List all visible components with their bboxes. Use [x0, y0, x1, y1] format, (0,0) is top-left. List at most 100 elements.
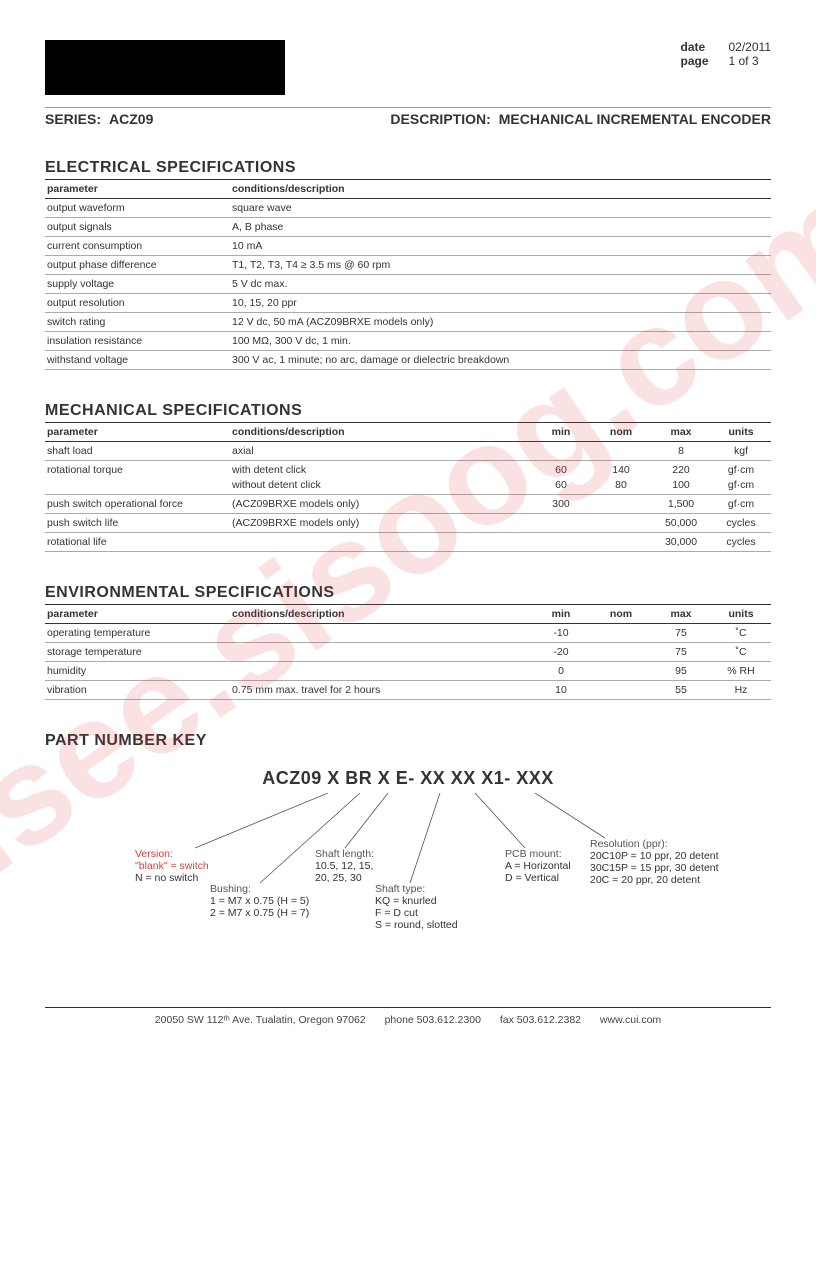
cell-max: 100 [651, 476, 711, 495]
callout-bushing: Bushing: 1 = M7 x 0.75 (H = 5) 2 = M7 x … [210, 883, 309, 919]
callout-res-l1: 20C10P = 10 ppr, 20 detent [590, 850, 719, 862]
cell-min: 0 [531, 662, 591, 681]
cell-parameter: supply voltage [45, 275, 230, 294]
col-max: max [651, 605, 711, 624]
cell-parameter: rotational torque [45, 461, 230, 477]
col-parameter: parameter [45, 180, 230, 199]
cell-condition: 300 V ac, 1 minute; no arc, damage or di… [230, 351, 771, 370]
cell-nom [591, 624, 651, 643]
cell-nom [591, 514, 651, 533]
cell-nom [591, 533, 651, 552]
table-row: humidity095% RH [45, 662, 771, 681]
partnumber-diagram: Version: "blank" = switch N = no switch … [45, 793, 771, 973]
cell-parameter: rotational life [45, 533, 230, 552]
date-value: 02/2011 [729, 40, 772, 54]
logo-blackbox [45, 40, 285, 95]
cell-parameter: output phase difference [45, 256, 230, 275]
col-conditions: conditions/description [230, 605, 531, 624]
callout-shafttype: Shaft type: KQ = knurled F = D cut S = r… [375, 883, 458, 931]
col-units: units [711, 423, 771, 442]
cell-parameter: insulation resistance [45, 332, 230, 351]
cell-condition: 10 mA [230, 237, 771, 256]
cell-max: 8 [651, 442, 711, 461]
table-row: storage temperature-2075˚C [45, 643, 771, 662]
description-value: MECHANICAL INCREMENTAL ENCODER [499, 111, 771, 127]
callout-bushing-title: Bushing: [210, 883, 309, 895]
callout-shaftlen-l1: 10.5, 12, 15, [315, 860, 374, 872]
cell-nom [591, 643, 651, 662]
section-environmental-heading: ENVIRONMENTAL SPECIFICATIONS [45, 584, 771, 602]
callout-shafttype-l1: KQ = knurled [375, 895, 458, 907]
col-units: units [711, 605, 771, 624]
callout-shafttype-l3: S = round, slotted [375, 919, 458, 931]
callout-shaftlen: Shaft length: 10.5, 12, 15, 20, 25, 30 [315, 848, 374, 884]
cell-condition: A, B phase [230, 218, 771, 237]
callout-res-title: Resolution (ppr): [590, 838, 719, 850]
cell-condition [230, 643, 531, 662]
mechanical-table: parameter conditions/description min nom… [45, 422, 771, 552]
callout-version-l1: "blank" = switch [135, 860, 209, 872]
footer-address: 20050 SW 112ᵗʰ Ave. Tualatin, Oregon 970… [155, 1014, 366, 1026]
table-row: output signalsA, B phase [45, 218, 771, 237]
col-conditions: conditions/description [230, 180, 771, 199]
cell-condition: 0.75 mm max. travel for 2 hours [230, 681, 531, 700]
table-row: shaft loadaxial8kgf [45, 442, 771, 461]
page-label: page [681, 54, 719, 68]
cell-parameter: switch rating [45, 313, 230, 332]
table-row: without detent click6080100gf·cm [45, 476, 771, 495]
table-row: rotational torquewith detent click601402… [45, 461, 771, 477]
cell-parameter: output resolution [45, 294, 230, 313]
cell-condition: axial [230, 442, 531, 461]
cell-nom [591, 662, 651, 681]
cell-max: 55 [651, 681, 711, 700]
section-mechanical-heading: MECHANICAL SPECIFICATIONS [45, 402, 771, 420]
footer-fax: fax 503.612.2382 [500, 1014, 581, 1026]
cell-condition [230, 624, 531, 643]
callout-version-l2: N = no switch [135, 872, 209, 884]
cell-condition: square wave [230, 199, 771, 218]
cell-min: 10 [531, 681, 591, 700]
col-nom: nom [591, 423, 651, 442]
cell-max: 95 [651, 662, 711, 681]
cell-units: cycles [711, 514, 771, 533]
cell-nom [591, 442, 651, 461]
table-row: operating temperature-1075˚C [45, 624, 771, 643]
cell-parameter: push switch life [45, 514, 230, 533]
cell-condition: without detent click [230, 476, 531, 495]
col-min: min [531, 423, 591, 442]
series-label: SERIES: [45, 111, 101, 127]
environmental-table: parameter conditions/description min nom… [45, 604, 771, 700]
col-conditions: conditions/description [230, 423, 531, 442]
cell-units: ˚C [711, 624, 771, 643]
cell-units: gf·cm [711, 495, 771, 514]
cell-max: 1,500 [651, 495, 711, 514]
cell-parameter: withstand voltage [45, 351, 230, 370]
callout-shafttype-title: Shaft type: [375, 883, 458, 895]
callout-res-l3: 20C = 20 ppr, 20 detent [590, 874, 719, 886]
table-row: output resolution10, 15, 20 ppr [45, 294, 771, 313]
col-parameter: parameter [45, 605, 230, 624]
cell-min [531, 533, 591, 552]
date-label: date [681, 40, 719, 54]
description-label: DESCRIPTION: [390, 111, 490, 127]
cell-units: cycles [711, 533, 771, 552]
table-row: switch rating12 V dc, 50 mA (ACZ09BRXE m… [45, 313, 771, 332]
cell-min: 300 [531, 495, 591, 514]
callout-resolution: Resolution (ppr): 20C10P = 10 ppr, 20 de… [590, 838, 719, 886]
col-nom: nom [591, 605, 651, 624]
callout-pcb-l2: D = Vertical [505, 872, 571, 884]
table-row: vibration0.75 mm max. travel for 2 hours… [45, 681, 771, 700]
cell-units: gf·cm [711, 461, 771, 477]
cell-nom [591, 681, 651, 700]
cell-parameter [45, 476, 230, 495]
cell-min: -10 [531, 624, 591, 643]
table-row: output phase differenceT1, T2, T3, T4 ≥ … [45, 256, 771, 275]
cell-units: Hz [711, 681, 771, 700]
callout-bushing-l1: 1 = M7 x 0.75 (H = 5) [210, 895, 309, 907]
cell-min: 60 [531, 461, 591, 477]
footer: 20050 SW 112ᵗʰ Ave. Tualatin, Oregon 970… [45, 1007, 771, 1026]
electrical-table: parameter conditions/description output … [45, 179, 771, 370]
title-bar: SERIES:ACZ09 DESCRIPTION:MECHANICAL INCR… [45, 107, 771, 127]
cell-max: 75 [651, 624, 711, 643]
cell-condition [230, 533, 531, 552]
